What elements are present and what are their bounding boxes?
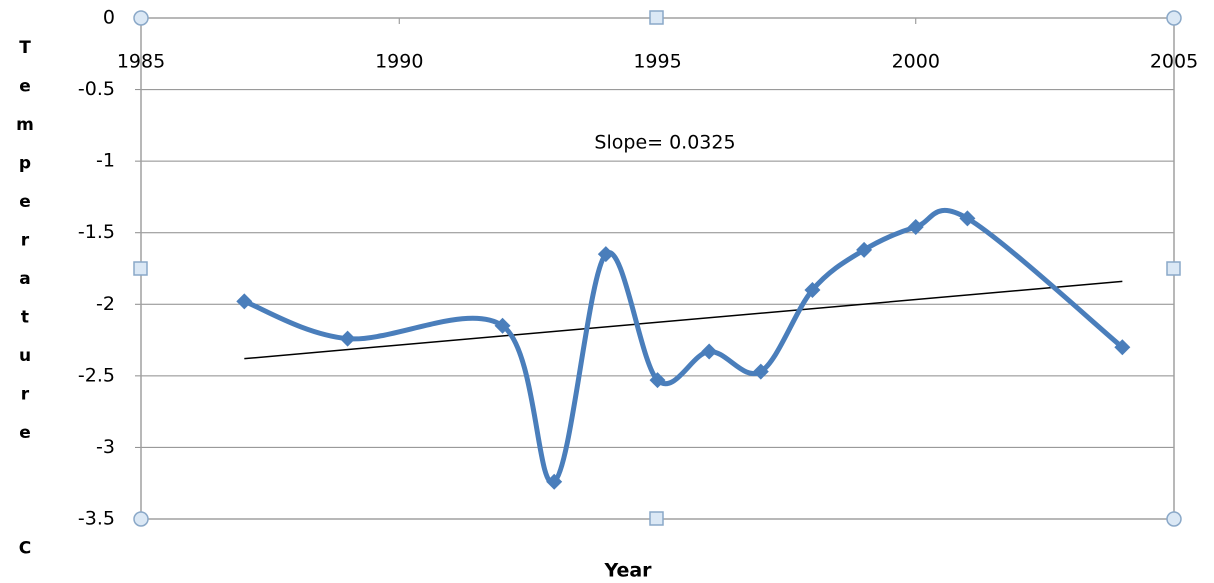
marker [701,343,718,360]
y-tick-label: -3 [96,436,115,458]
marker [236,293,253,310]
y-tick-label: -3.5 [78,508,115,530]
marker [907,218,924,235]
handle [1166,10,1182,26]
handle [649,511,664,526]
marker [959,210,976,227]
x-tick-label: 1995 [633,51,681,73]
y-tick-label: 0 [103,7,115,29]
handle [133,10,149,26]
marker [649,372,666,389]
chart-frame [140,17,1175,520]
x-tick-label: 2005 [1150,51,1198,73]
marker [546,473,563,490]
marker [856,241,873,258]
annotation: Slope= 0.0325 [594,132,735,154]
x-tick-label: 1990 [375,51,423,73]
y-tick-label: -0.5 [78,78,115,100]
marker [1114,339,1131,356]
marker [804,281,821,298]
y-tick-label: -1.5 [78,221,115,243]
y-tick-label: -2 [96,293,115,315]
handle [1166,261,1181,276]
handle [649,10,664,25]
marker [339,330,356,347]
x-tick-label: 2000 [892,51,940,73]
y-tick-label: -1 [96,150,115,172]
handle [1166,511,1182,527]
x-tick-label: 1985 [117,51,165,73]
selection-handles [133,10,1182,527]
y-axis-title: Temperature C [15,38,35,577]
y-tick-label: -2.5 [78,364,115,386]
marker [494,317,511,334]
marker [752,363,769,380]
marker [597,246,614,263]
trendline [244,280,1123,360]
x-axis-title: Year [603,560,652,582]
handle [133,511,149,527]
handle [133,261,148,276]
